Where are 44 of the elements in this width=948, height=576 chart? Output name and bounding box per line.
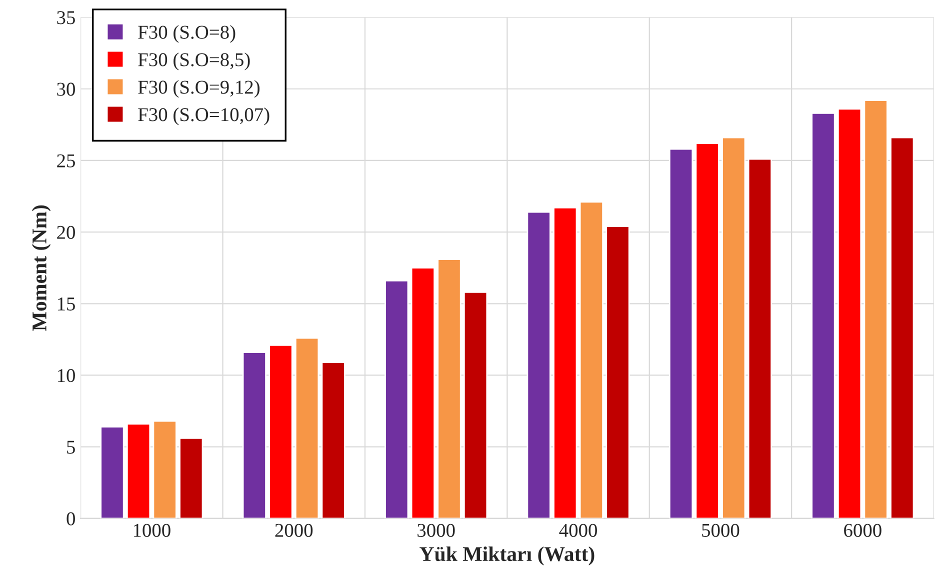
bar: [384, 280, 409, 518]
legend-label: F30 (S.O=8,5): [138, 52, 250, 70]
legend-label: F30 (S.O=10,07): [138, 108, 270, 126]
bar: [668, 148, 694, 518]
x-tick-label: 1000: [134, 524, 170, 537]
bar: [837, 108, 862, 518]
legend-label: F30 (S.O=9,12): [138, 80, 260, 98]
bar: [242, 352, 266, 518]
legend-label: F30 (S.O=8): [138, 25, 236, 43]
y-axis-title: Moment (Nm): [32, 205, 51, 331]
y-tick-label: 30: [57, 82, 75, 96]
x-tick-label: 6000: [844, 524, 882, 537]
bar: [606, 226, 630, 518]
y-tick-label: 15: [58, 298, 75, 311]
y-tick-label: 25: [57, 154, 75, 168]
y-tick-label: 35: [57, 11, 75, 24]
bar: [722, 136, 746, 518]
x-tick-label: 4000: [559, 524, 597, 537]
bar: [553, 207, 578, 518]
x-tick-label: 5000: [702, 524, 740, 537]
bar: [890, 136, 914, 518]
bar: [152, 420, 177, 518]
x-tick-label: 3000: [418, 524, 455, 537]
bar: [410, 267, 435, 518]
bar: [294, 337, 320, 518]
bar: [179, 438, 204, 518]
bar: [100, 426, 124, 518]
bar: [126, 423, 151, 518]
y-tick-label: 0: [66, 512, 75, 526]
y-tick-label: 20: [57, 226, 75, 239]
x-tick-label: 2000: [275, 524, 313, 537]
bar: [748, 158, 772, 518]
y-tick-label: 10: [58, 369, 75, 382]
bar: [811, 112, 836, 518]
bar: [864, 100, 888, 518]
bar: [463, 291, 488, 518]
x-axis-title: Yük Miktarı (Watt): [420, 546, 594, 566]
bar: [268, 344, 293, 518]
y-tick-label: 5: [67, 440, 75, 454]
bar: [321, 362, 346, 518]
bar: [579, 201, 604, 518]
bar: [695, 142, 720, 518]
bar: [437, 258, 462, 518]
bar: [526, 211, 551, 518]
